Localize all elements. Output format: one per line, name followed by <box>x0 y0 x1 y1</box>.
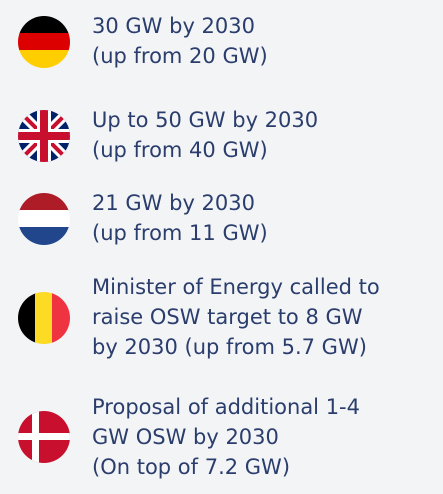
target-text: (up from 40 GW) <box>92 138 268 162</box>
target-text: 21 GW by 2030 <box>92 191 255 215</box>
flag-belgium <box>18 292 70 344</box>
target-text: GW OSW by 2030 <box>92 425 279 449</box>
flag-uk <box>18 110 70 162</box>
target-text: (On top of 7.2 GW) <box>92 455 290 479</box>
target-text: Proposal of additional 1-4 <box>92 395 360 419</box>
target-text: raise OSW target to 8 GW <box>92 305 363 329</box>
flag-denmark <box>18 411 70 463</box>
target-text: (up from 11 GW) <box>92 221 268 245</box>
flag-germany <box>18 16 70 68</box>
target-text: 30 GW by 2030 <box>92 14 255 38</box>
target-text: by 2030 (up from 5.7 GW) <box>92 335 367 359</box>
flag-netherlands <box>18 193 70 245</box>
target-text: Up to 50 GW by 2030 <box>92 108 318 132</box>
target-text: (up from 20 GW) <box>92 44 268 68</box>
target-text: Minister of Energy called to <box>92 275 380 299</box>
texts: 30 GW by 2030 (up from 20 GW) Up to 50 GW … <box>92 14 380 479</box>
